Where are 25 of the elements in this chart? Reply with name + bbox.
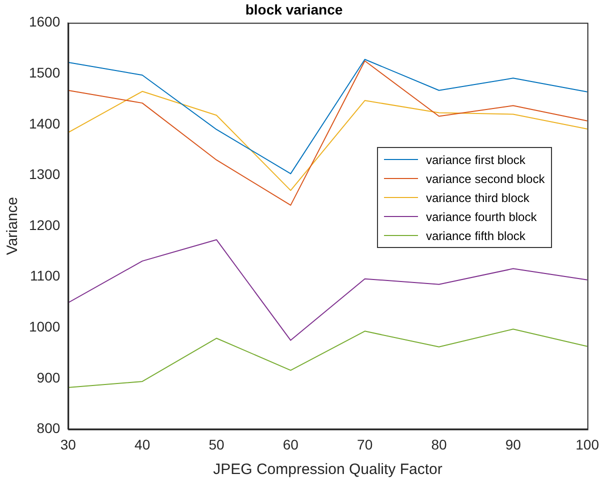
y-tick-label: 1000 [28, 318, 60, 334]
y-axis-title: Variance [4, 196, 22, 256]
legend-label: variance first block [425, 152, 526, 168]
x-tick-label: 40 [134, 436, 150, 452]
y-tick-label: 800 [36, 420, 60, 436]
y-tick-label: 1100 [30, 268, 60, 284]
legend-label: variance fifth block [425, 228, 526, 244]
y-tick-label: 1200 [28, 216, 60, 233]
y-tick-label: 1500 [28, 64, 60, 80]
legend-label: variance fourth block [425, 208, 538, 226]
y-tick-label: 900 [36, 369, 60, 386]
y-tick-label: 1300 [28, 166, 60, 182]
x-tick-label: 30 [60, 436, 76, 452]
x-tick-label: 100 [576, 436, 600, 452]
y-tick-label: 1400 [28, 115, 60, 132]
x-tick-label: 80 [431, 436, 447, 452]
x-tick-label: 90 [505, 436, 522, 452]
x-tick-label: 50 [208, 436, 224, 452]
x-axis-title: JPEG Compression Quality Factor [213, 461, 442, 478]
x-tick-label: 70 [357, 436, 373, 452]
legend-label: variance second block [425, 170, 545, 188]
legend-label: variance third block [425, 190, 530, 206]
chart-title: block variance [245, 1, 343, 18]
x-tick-label: 60 [282, 436, 299, 452]
y-tick-label: 1600 [28, 14, 60, 30]
